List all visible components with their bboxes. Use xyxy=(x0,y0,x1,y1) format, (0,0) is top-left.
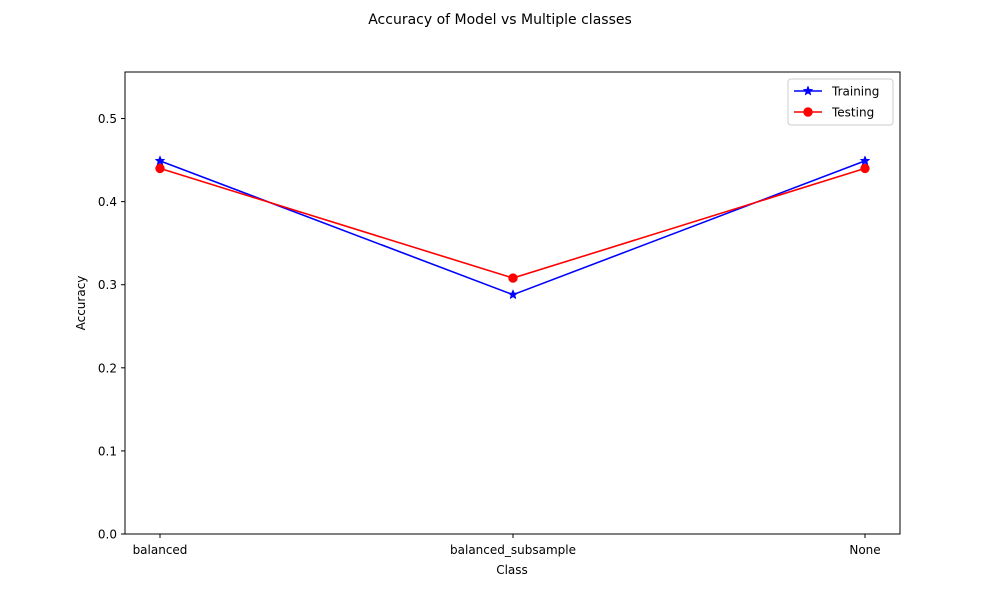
y-tick-label: 0.0 xyxy=(98,528,117,542)
x-axis-label: Class xyxy=(496,563,528,577)
x-tick-label: balanced_subsample xyxy=(450,543,576,557)
x-axis: balanced balanced_subsample None xyxy=(133,534,881,557)
legend-label: Training xyxy=(831,85,879,99)
x-tick-label: balanced xyxy=(133,543,188,557)
x-tick-label: None xyxy=(849,543,880,557)
y-tick-label: 0.2 xyxy=(98,361,117,375)
legend-item: Testing xyxy=(794,106,874,120)
series-line xyxy=(159,167,866,279)
y-tick-label: 0.3 xyxy=(98,278,117,292)
data-point xyxy=(154,155,166,166)
y-axis: 0.0 0.1 0.2 0.3 0.4 0.5 xyxy=(98,112,125,542)
y-tick-label: 0.4 xyxy=(98,195,117,209)
data-point xyxy=(155,163,165,174)
y-tick-label: 0.1 xyxy=(98,444,117,458)
series-testing xyxy=(155,163,870,283)
legend-marker xyxy=(803,107,813,117)
legend-label: Testing xyxy=(831,106,874,120)
series-layer xyxy=(154,155,871,300)
y-axis-label: Accuracy xyxy=(74,276,88,331)
data-point xyxy=(508,273,518,283)
data-point xyxy=(860,163,870,174)
data-point xyxy=(859,155,871,166)
chart-title: Accuracy of Model vs Multiple classes xyxy=(368,12,632,28)
legend-item: Training xyxy=(794,85,879,99)
data-point xyxy=(507,289,519,300)
plot-area-frame xyxy=(124,71,901,535)
y-tick-label: 0.5 xyxy=(98,112,117,126)
legend: Training Testing xyxy=(787,78,894,126)
legend-marker xyxy=(802,85,814,96)
